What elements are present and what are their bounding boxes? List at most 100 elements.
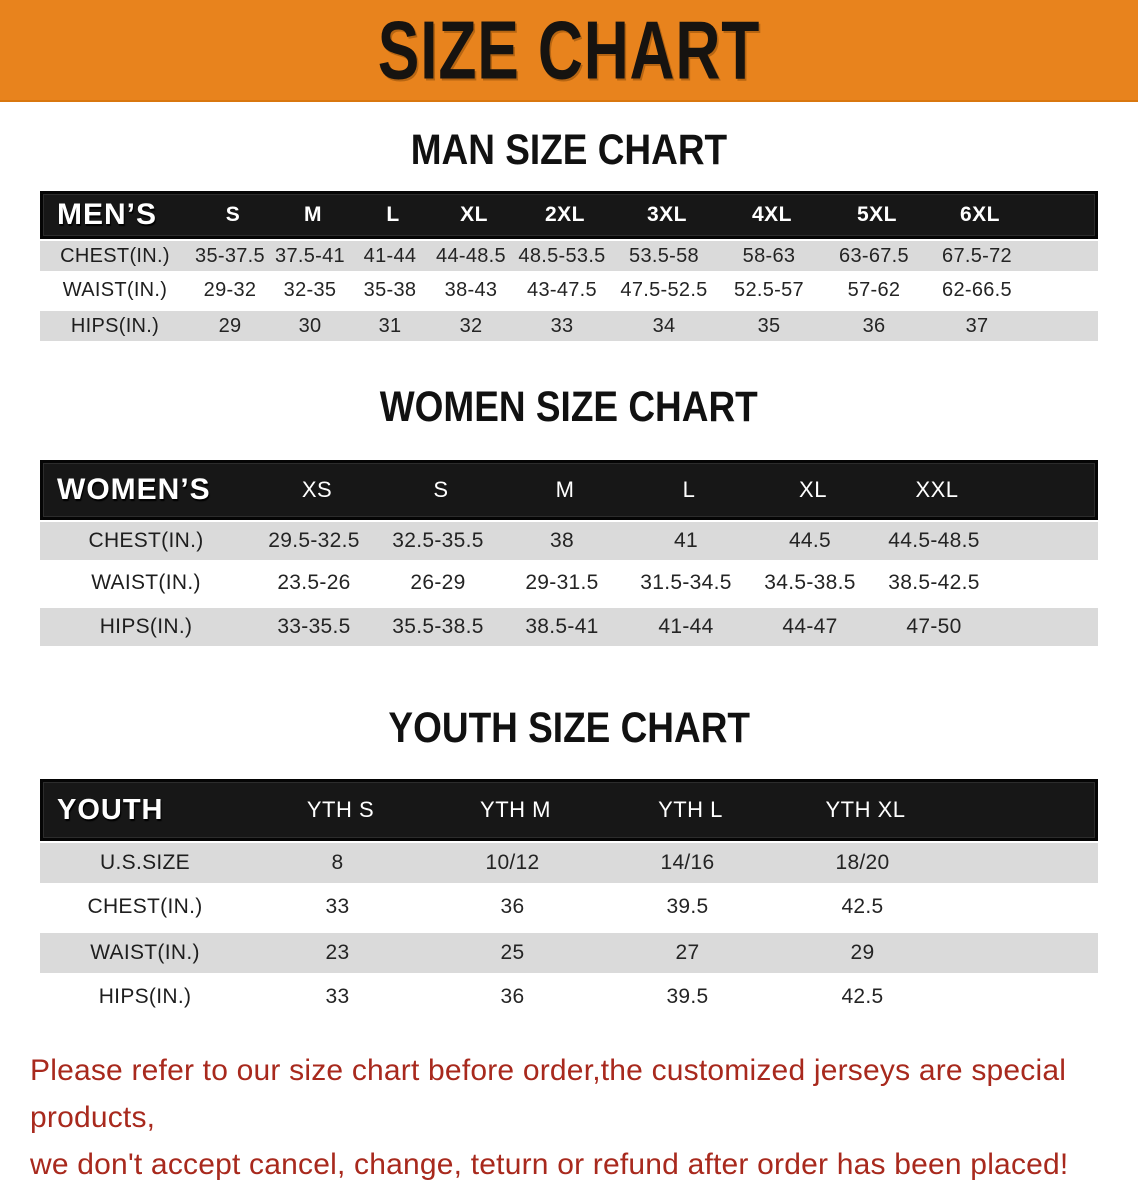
youth-group-label: YOUTH <box>57 793 164 826</box>
men-chest-row-label: CHEST(IN.) <box>60 244 170 267</box>
youth-chest-value: 33 <box>325 895 350 918</box>
women-hips-value: 44-47 <box>782 615 838 638</box>
women-chest-value: 41 <box>674 529 698 552</box>
youth-chest-value: 42.5 <box>841 895 884 918</box>
women-size-col-m: M <box>555 477 575 502</box>
men-size-col-s: S <box>225 203 241 226</box>
women-hips-value: 38.5-41 <box>525 615 599 638</box>
youth-ussize-value: 10/12 <box>485 851 540 874</box>
men-size-col-2xl: 2XL <box>544 203 585 226</box>
youth-hips-value: 36 <box>500 985 525 1008</box>
women-section-heading-text: WOMEN SIZE CHART <box>379 382 758 431</box>
women-waist-value: 31.5-34.5 <box>640 571 732 594</box>
men-waist-value: 62-66.5 <box>942 278 1012 301</box>
row-spacer <box>996 563 1098 603</box>
women-waist-row: WAIST(IN.) 23.5-26 26-29 29-31.5 31.5-34… <box>40 563 1098 606</box>
men-size-col-6xl: 6XL <box>959 203 1000 226</box>
men-size-col-3xl: 3XL <box>646 203 687 226</box>
youth-table-header-row: YOUTH YTH S YTH M YTH L YTH XL <box>40 779 1098 841</box>
women-hips-value: 47-50 <box>906 615 962 638</box>
youth-waist-row-label: WAIST(IN.) <box>90 941 200 964</box>
women-chest-value: 38 <box>550 529 574 552</box>
row-spacer <box>950 933 1098 973</box>
row-spacer <box>996 608 1098 646</box>
youth-hips-row-label: HIPS(IN.) <box>98 985 192 1008</box>
page-title: SIZE CHART <box>377 3 761 97</box>
women-chest-row: CHEST(IN.) 29.5-32.5 32.5-35.5 38 41 44.… <box>40 520 1098 563</box>
men-section-heading-text: MAN SIZE CHART <box>410 125 728 174</box>
men-waist-value: 43-47.5 <box>527 278 597 301</box>
men-hips-value: 37 <box>965 314 989 337</box>
disclaimer-line-1: Please refer to our size chart before or… <box>30 1054 1067 1134</box>
men-chest-value: 37.5-41 <box>275 244 345 267</box>
youth-size-col-s: YTH S <box>306 797 375 822</box>
youth-ussize-value: 8 <box>331 851 344 874</box>
youth-ussize-value: 18/20 <box>835 851 890 874</box>
women-table-header-row: WOMEN’S XS S M L XL XXL <box>40 460 1098 520</box>
women-chest-value: 29.5-32.5 <box>268 529 360 552</box>
men-waist-row: WAIST(IN.) 29-32 32-35 35-38 38-43 43-47… <box>40 274 1098 309</box>
youth-ussize-value: 14/16 <box>660 851 715 874</box>
women-hips-value: 33-35.5 <box>277 615 351 638</box>
men-waist-value: 47.5-52.5 <box>620 278 708 301</box>
men-table-header-row: MEN’S S M L XL 2XL 3XL 4XL 5XL 6XL <box>40 191 1098 239</box>
women-waist-row-label: WAIST(IN.) <box>91 571 201 594</box>
men-size-col-m: M <box>304 203 322 226</box>
women-chest-value: 44.5-48.5 <box>888 529 980 552</box>
men-waist-value: 52.5-57 <box>734 278 804 301</box>
row-spacer <box>1028 241 1098 271</box>
youth-size-col-m: YTH M <box>480 797 551 822</box>
women-size-col-xxl: XXL <box>915 477 959 502</box>
row-spacer <box>950 886 1098 928</box>
men-hips-value: 33 <box>550 314 574 337</box>
women-group-label: WOMEN’S <box>57 473 211 506</box>
men-hips-value: 36 <box>862 314 886 337</box>
men-chest-value: 48.5-53.5 <box>518 244 606 267</box>
men-chest-row: CHEST(IN.) 35-37.5 37.5-41 41-44 44-48.5… <box>40 239 1098 274</box>
men-chest-value: 53.5-58 <box>629 244 699 267</box>
men-waist-value: 32-35 <box>283 278 337 301</box>
men-chest-value: 67.5-72 <box>942 244 1012 267</box>
disclaimer: Please refer to our size chart before or… <box>30 1047 1128 1188</box>
women-waist-value: 38.5-42.5 <box>888 571 980 594</box>
youth-chest-row-label: CHEST(IN.) <box>87 895 203 918</box>
men-waist-value: 35-38 <box>363 278 417 301</box>
youth-size-col-l: YTH L <box>658 797 723 822</box>
men-size-col-5xl: 5XL <box>856 203 897 226</box>
women-size-col-xl: XL <box>799 477 827 502</box>
women-chest-row-label: CHEST(IN.) <box>88 529 204 552</box>
women-chest-value: 32.5-35.5 <box>392 529 484 552</box>
women-waist-value: 34.5-38.5 <box>764 571 856 594</box>
youth-size-table: YOUTH YTH S YTH M YTH L YTH XL U.S.SIZE … <box>40 779 1098 1021</box>
men-chest-value: 41-44 <box>363 244 417 267</box>
youth-ussize-row-label: U.S.SIZE <box>100 851 190 874</box>
men-waist-value: 57-62 <box>847 278 901 301</box>
youth-hips-value: 39.5 <box>666 985 709 1008</box>
men-hips-value: 30 <box>298 314 322 337</box>
row-spacer <box>950 843 1098 883</box>
men-hips-value: 32 <box>459 314 483 337</box>
youth-hips-row: HIPS(IN.) 33 36 39.5 42.5 <box>40 976 1098 1021</box>
women-section-heading: WOMEN SIZE CHART <box>0 384 1138 430</box>
youth-waist-row: WAIST(IN.) 23 25 27 29 <box>40 931 1098 976</box>
youth-size-col-xl: YTH XL <box>825 797 906 822</box>
men-chest-value: 58-63 <box>742 244 796 267</box>
men-chest-value: 44-48.5 <box>436 244 506 267</box>
youth-waist-value: 27 <box>675 941 700 964</box>
row-spacer <box>996 522 1098 560</box>
women-chest-value: 44.5 <box>788 529 832 552</box>
women-size-col-xs: XS <box>301 477 333 502</box>
men-hips-value: 29 <box>218 314 242 337</box>
men-waist-value: 29-32 <box>203 278 257 301</box>
women-size-col-s: S <box>433 477 449 502</box>
men-size-table: MEN’S S M L XL 2XL 3XL 4XL 5XL 6XL CHEST… <box>40 191 1098 344</box>
row-spacer <box>950 976 1098 1018</box>
youth-chest-value: 36 <box>500 895 525 918</box>
youth-chest-value: 39.5 <box>666 895 709 918</box>
women-waist-value: 29-31.5 <box>525 571 599 594</box>
men-hips-value: 34 <box>652 314 676 337</box>
women-waist-value: 23.5-26 <box>277 571 351 594</box>
youth-hips-value: 33 <box>325 985 350 1008</box>
disclaimer-line-2: we don't accept cancel, change, teturn o… <box>30 1148 1069 1181</box>
